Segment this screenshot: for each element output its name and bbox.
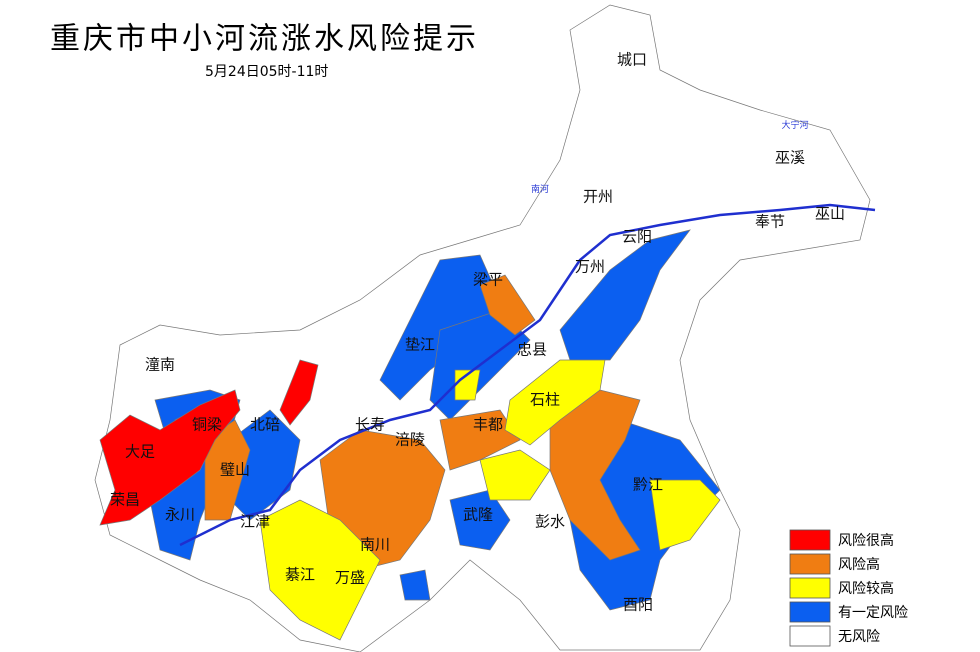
place-label: 丰都 (473, 416, 503, 434)
place-label: 大足 (125, 443, 155, 461)
region (399, 569, 431, 601)
place-label: 万盛 (335, 569, 365, 587)
legend-label: 风险高 (838, 556, 880, 573)
region (259, 499, 381, 641)
place-label: 巫山 (815, 205, 845, 223)
region (649, 479, 721, 551)
place-label: 开州 (583, 188, 613, 206)
legend-swatch (789, 529, 831, 551)
region (204, 419, 251, 521)
place-label: 长寿 (355, 416, 385, 434)
place-label: 北碚 (250, 416, 280, 434)
region (549, 389, 641, 561)
river-label: 南河 (531, 183, 549, 195)
place-label: 彭水 (535, 513, 565, 531)
place-label: 荣昌 (110, 491, 140, 509)
place-label: 黔江 (633, 476, 663, 494)
place-label: 云阳 (622, 228, 652, 246)
legend-label: 无风险 (838, 629, 880, 645)
region (504, 359, 606, 446)
legend-label: 风险较高 (838, 580, 894, 597)
place-label: 江津 (240, 513, 270, 531)
legend-swatch (789, 577, 831, 599)
legend-swatch (789, 625, 831, 647)
place-label: 武隆 (463, 506, 493, 524)
region (479, 449, 551, 501)
region (479, 274, 536, 336)
region (99, 389, 241, 526)
place-label: 永川 (165, 506, 195, 524)
place-label: 城口 (617, 51, 647, 69)
legend-label: 风险很高 (838, 532, 894, 549)
legend-label: 有一定风险 (838, 605, 908, 621)
place-label: 垫江 (405, 336, 435, 354)
place-label: 潼南 (145, 356, 175, 374)
place-label: 铜梁 (192, 416, 222, 434)
place-label: 巫溪 (775, 149, 805, 167)
place-label: 石柱 (530, 391, 560, 409)
place-label: 南川 (360, 536, 390, 554)
region (439, 409, 521, 471)
place-label: 酉阳 (623, 596, 653, 614)
place-label: 万州 (575, 258, 605, 276)
region (279, 359, 319, 426)
map-subtitle: 5月24日05时-11时 (205, 64, 328, 80)
place-label: 忠县 (517, 341, 547, 359)
place-label: 涪陵 (395, 431, 425, 449)
place-label: 璧山 (220, 461, 250, 479)
river-label: 大宁河 (781, 119, 808, 131)
place-label: 梁平 (473, 271, 503, 289)
region (449, 489, 511, 551)
river-line (179, 203, 876, 547)
legend-swatch (789, 601, 831, 623)
place-label: 奉节 (755, 213, 785, 231)
region (379, 254, 501, 401)
place-label: 綦江 (285, 566, 315, 584)
map-title: 重庆市中小河流涨水风险提示 (50, 22, 479, 57)
legend-swatch (789, 553, 831, 575)
